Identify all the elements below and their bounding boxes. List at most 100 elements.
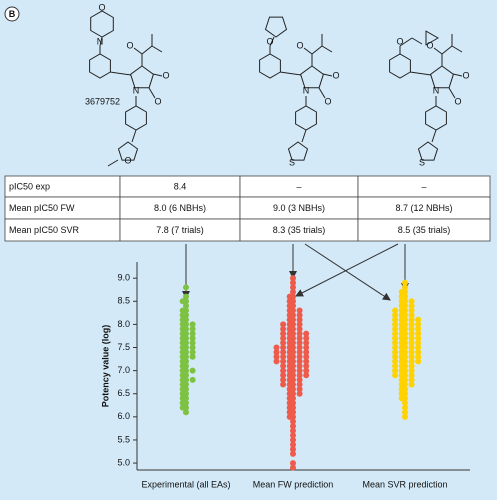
ring [90,10,114,38]
swarm-point [296,312,303,319]
bond [441,45,453,55]
swarm-point [179,395,186,402]
swarm-point [415,353,422,360]
swarm-point [286,381,293,388]
y-tick-label: 6.0 [117,411,130,421]
swarm-point [179,399,186,406]
ring [117,141,139,161]
swarm-point [408,298,415,305]
swarm-point [415,358,422,365]
swarm-point [280,381,287,388]
swarm-point [398,381,405,388]
swarm-point [296,358,303,365]
swarm-point [408,372,415,379]
swarm-point [402,409,408,416]
swarm-point [392,339,399,346]
bond [452,73,463,77]
swarm-point [286,395,293,402]
swarm-point [286,390,293,397]
ring [259,53,281,79]
swarm-point [296,376,303,383]
swarm-point [296,390,303,397]
swarm-point [415,335,422,342]
swarm-point [392,312,399,319]
y-tick-label: 8.5 [117,296,130,306]
ring [425,30,440,46]
swarm-point [303,339,310,346]
swarm-point [398,344,405,351]
ring [389,53,411,79]
swarm-point [415,316,422,323]
bond [301,129,307,143]
swarm-point [179,316,186,323]
swarm-point [290,436,296,443]
swarm-point [179,335,186,342]
swarm-point [392,335,399,342]
y-tick-label: 6.5 [117,388,130,398]
swarm-point [179,390,186,397]
swarm-point [415,326,422,333]
swarm-point [408,339,415,346]
swarm-point [402,404,408,411]
atom-label: N [433,85,440,95]
swarm-point [290,450,296,457]
swarm-point [286,409,293,416]
atom-label: N [133,85,140,95]
panel-badge [4,6,20,22]
swarm-point [296,353,303,360]
swarm-point [408,381,415,388]
swarm-point [183,409,189,416]
swarm-point [402,279,408,286]
swarm-point [286,312,293,319]
swarm-point [179,376,186,383]
atom-label: O [462,70,469,80]
swarm-point [398,363,405,369]
bond [279,71,302,76]
y-tick-label: 5.0 [117,457,130,467]
swarm-point [280,353,287,360]
swarm-point [296,344,303,351]
table-cell [357,218,491,242]
y-tick-label: 5.5 [117,434,130,444]
swarm-point [286,330,293,337]
swarm-point [398,358,405,365]
swarm-point [189,330,196,337]
atom-label: O [396,36,403,46]
swarm-point [402,399,408,406]
swarm-point [179,372,186,379]
swarm-point [415,349,422,356]
bond [99,36,103,47]
swarm-point [290,427,296,434]
swarm-point [296,339,303,346]
swarm-point [392,353,399,360]
swarm-point [189,376,196,383]
swarm-point [303,344,310,351]
swarm-point [392,363,399,369]
swarm-point [415,339,422,346]
atom-label: O [98,2,105,12]
y-tick-label: 7.5 [117,342,130,352]
atom-label: O [324,96,331,106]
swarm-point [303,363,310,369]
atom-label: N [303,85,310,95]
bond [107,159,119,167]
swarm-point [392,349,399,356]
swarm-point [286,399,293,406]
swarm-point [286,307,293,314]
atom-label: S [289,157,295,167]
x-tick-label: Mean FW prediction [253,479,334,489]
swarm-point [179,358,186,365]
swarm-point [398,289,405,296]
swarm-point [189,344,196,351]
swarm-point [398,312,405,319]
swarm-point [179,344,186,351]
table-text: 8.5 (35 trials) [398,225,451,235]
swarm-point [296,363,303,369]
swarm-point [280,376,287,383]
swarm-point [290,464,296,471]
swarm-point [398,293,405,300]
swarm-point [398,298,405,305]
bond [431,129,437,143]
swarm-point [286,302,293,309]
swarm-point [392,372,399,379]
